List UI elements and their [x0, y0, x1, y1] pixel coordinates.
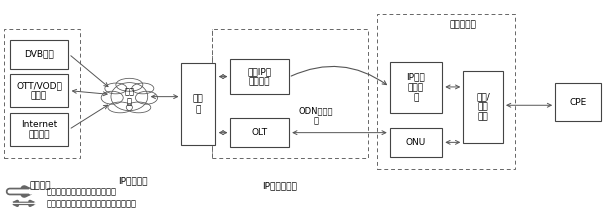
Text: ONU: ONU: [406, 138, 426, 147]
Text: IP广播
接收模
块: IP广播 接收模 块: [406, 72, 425, 102]
Ellipse shape: [136, 91, 158, 104]
Text: 万兆IP广
播分发机: 万兆IP广 播分发机: [247, 67, 271, 86]
Text: DVB平台: DVB平台: [24, 49, 54, 59]
Text: 融合型网关: 融合型网关: [450, 20, 476, 29]
Ellipse shape: [132, 83, 154, 94]
Text: 直播、点播、互联网等视频数据: 直播、点播、互联网等视频数据: [47, 187, 117, 196]
Text: 点播、互联网等不含视频数据的窄带数据: 点播、互联网等不含视频数据的窄带数据: [47, 199, 137, 208]
Bar: [10, 74, 68, 107]
Ellipse shape: [126, 102, 151, 113]
Bar: [230, 59, 289, 94]
Bar: [181, 63, 215, 145]
Ellipse shape: [101, 91, 123, 104]
Text: CPE: CPE: [569, 97, 587, 107]
Text: OTT/VOD业
务平台: OTT/VOD业 务平台: [16, 81, 62, 100]
Ellipse shape: [105, 83, 127, 94]
Text: ODN光分配
网: ODN光分配 网: [299, 106, 333, 126]
Bar: [212, 29, 368, 158]
Bar: [390, 128, 442, 157]
Text: OLT: OLT: [252, 128, 268, 137]
Bar: [4, 29, 80, 158]
Bar: [10, 113, 68, 146]
Text: 千兆/
百兆
交换: 千兆/ 百兆 交换: [476, 92, 490, 122]
Ellipse shape: [111, 83, 148, 111]
Ellipse shape: [108, 102, 133, 113]
Text: IP广播传输网: IP广播传输网: [262, 182, 297, 191]
Text: 业务平台: 业务平台: [29, 182, 51, 191]
Bar: [555, 83, 601, 122]
Text: IP广播前端: IP广播前端: [118, 176, 147, 185]
Ellipse shape: [116, 78, 143, 91]
Bar: [10, 39, 68, 69]
Text: Internet
业务平台: Internet 业务平台: [21, 120, 57, 139]
Text: 骨干
网: 骨干 网: [125, 87, 134, 106]
Bar: [378, 14, 515, 169]
Bar: [463, 71, 503, 143]
Bar: [230, 118, 289, 147]
Bar: [390, 62, 442, 113]
Text: 交换
机: 交换 机: [193, 94, 204, 114]
